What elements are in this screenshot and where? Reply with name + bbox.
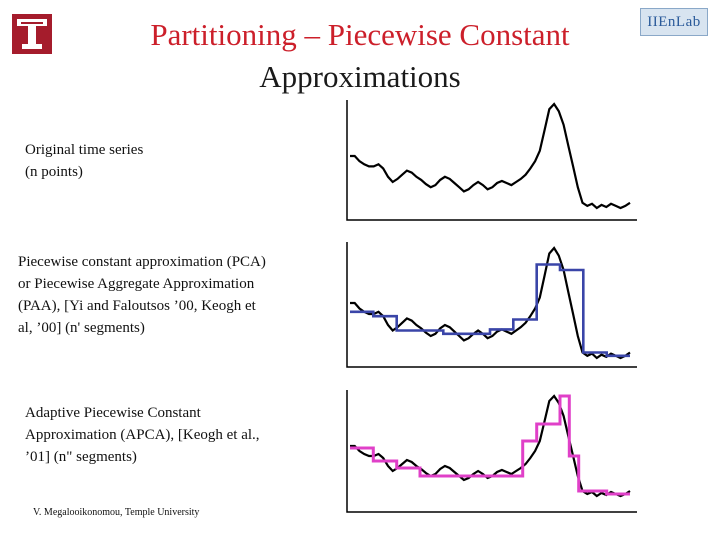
footer-credit: V. Megalooikonomou, Temple University: [33, 507, 200, 518]
title-line-1: Partitioning – Piecewise Constant: [150, 17, 570, 52]
pca-step-line: [350, 263, 630, 358]
original-axes: [346, 100, 637, 221]
title-line-2: Approximations: [259, 59, 461, 94]
apca-axes: [346, 390, 637, 513]
lab-logo-icon: IIEnLab: [640, 8, 708, 36]
temple-logo-icon: [12, 14, 52, 54]
pca-series-line: [350, 246, 631, 360]
pca-label: Piecewise constant approximation (PCA) o…: [18, 254, 266, 336]
apca-panel: [346, 390, 637, 513]
original-series-panel: [346, 100, 637, 221]
apca-step-line: [350, 394, 630, 496]
apca-series-line: [350, 394, 631, 498]
original-series-line: [350, 102, 631, 210]
pca-panel: [346, 242, 637, 368]
apca-label: Adaptive Piecewise Constant Approximatio…: [25, 405, 260, 465]
original-series-label: Original time series (n points): [25, 142, 144, 180]
slide-title: Partitioning – Piecewise Constant Approx…: [60, 14, 660, 98]
pca-axes: [346, 242, 637, 368]
